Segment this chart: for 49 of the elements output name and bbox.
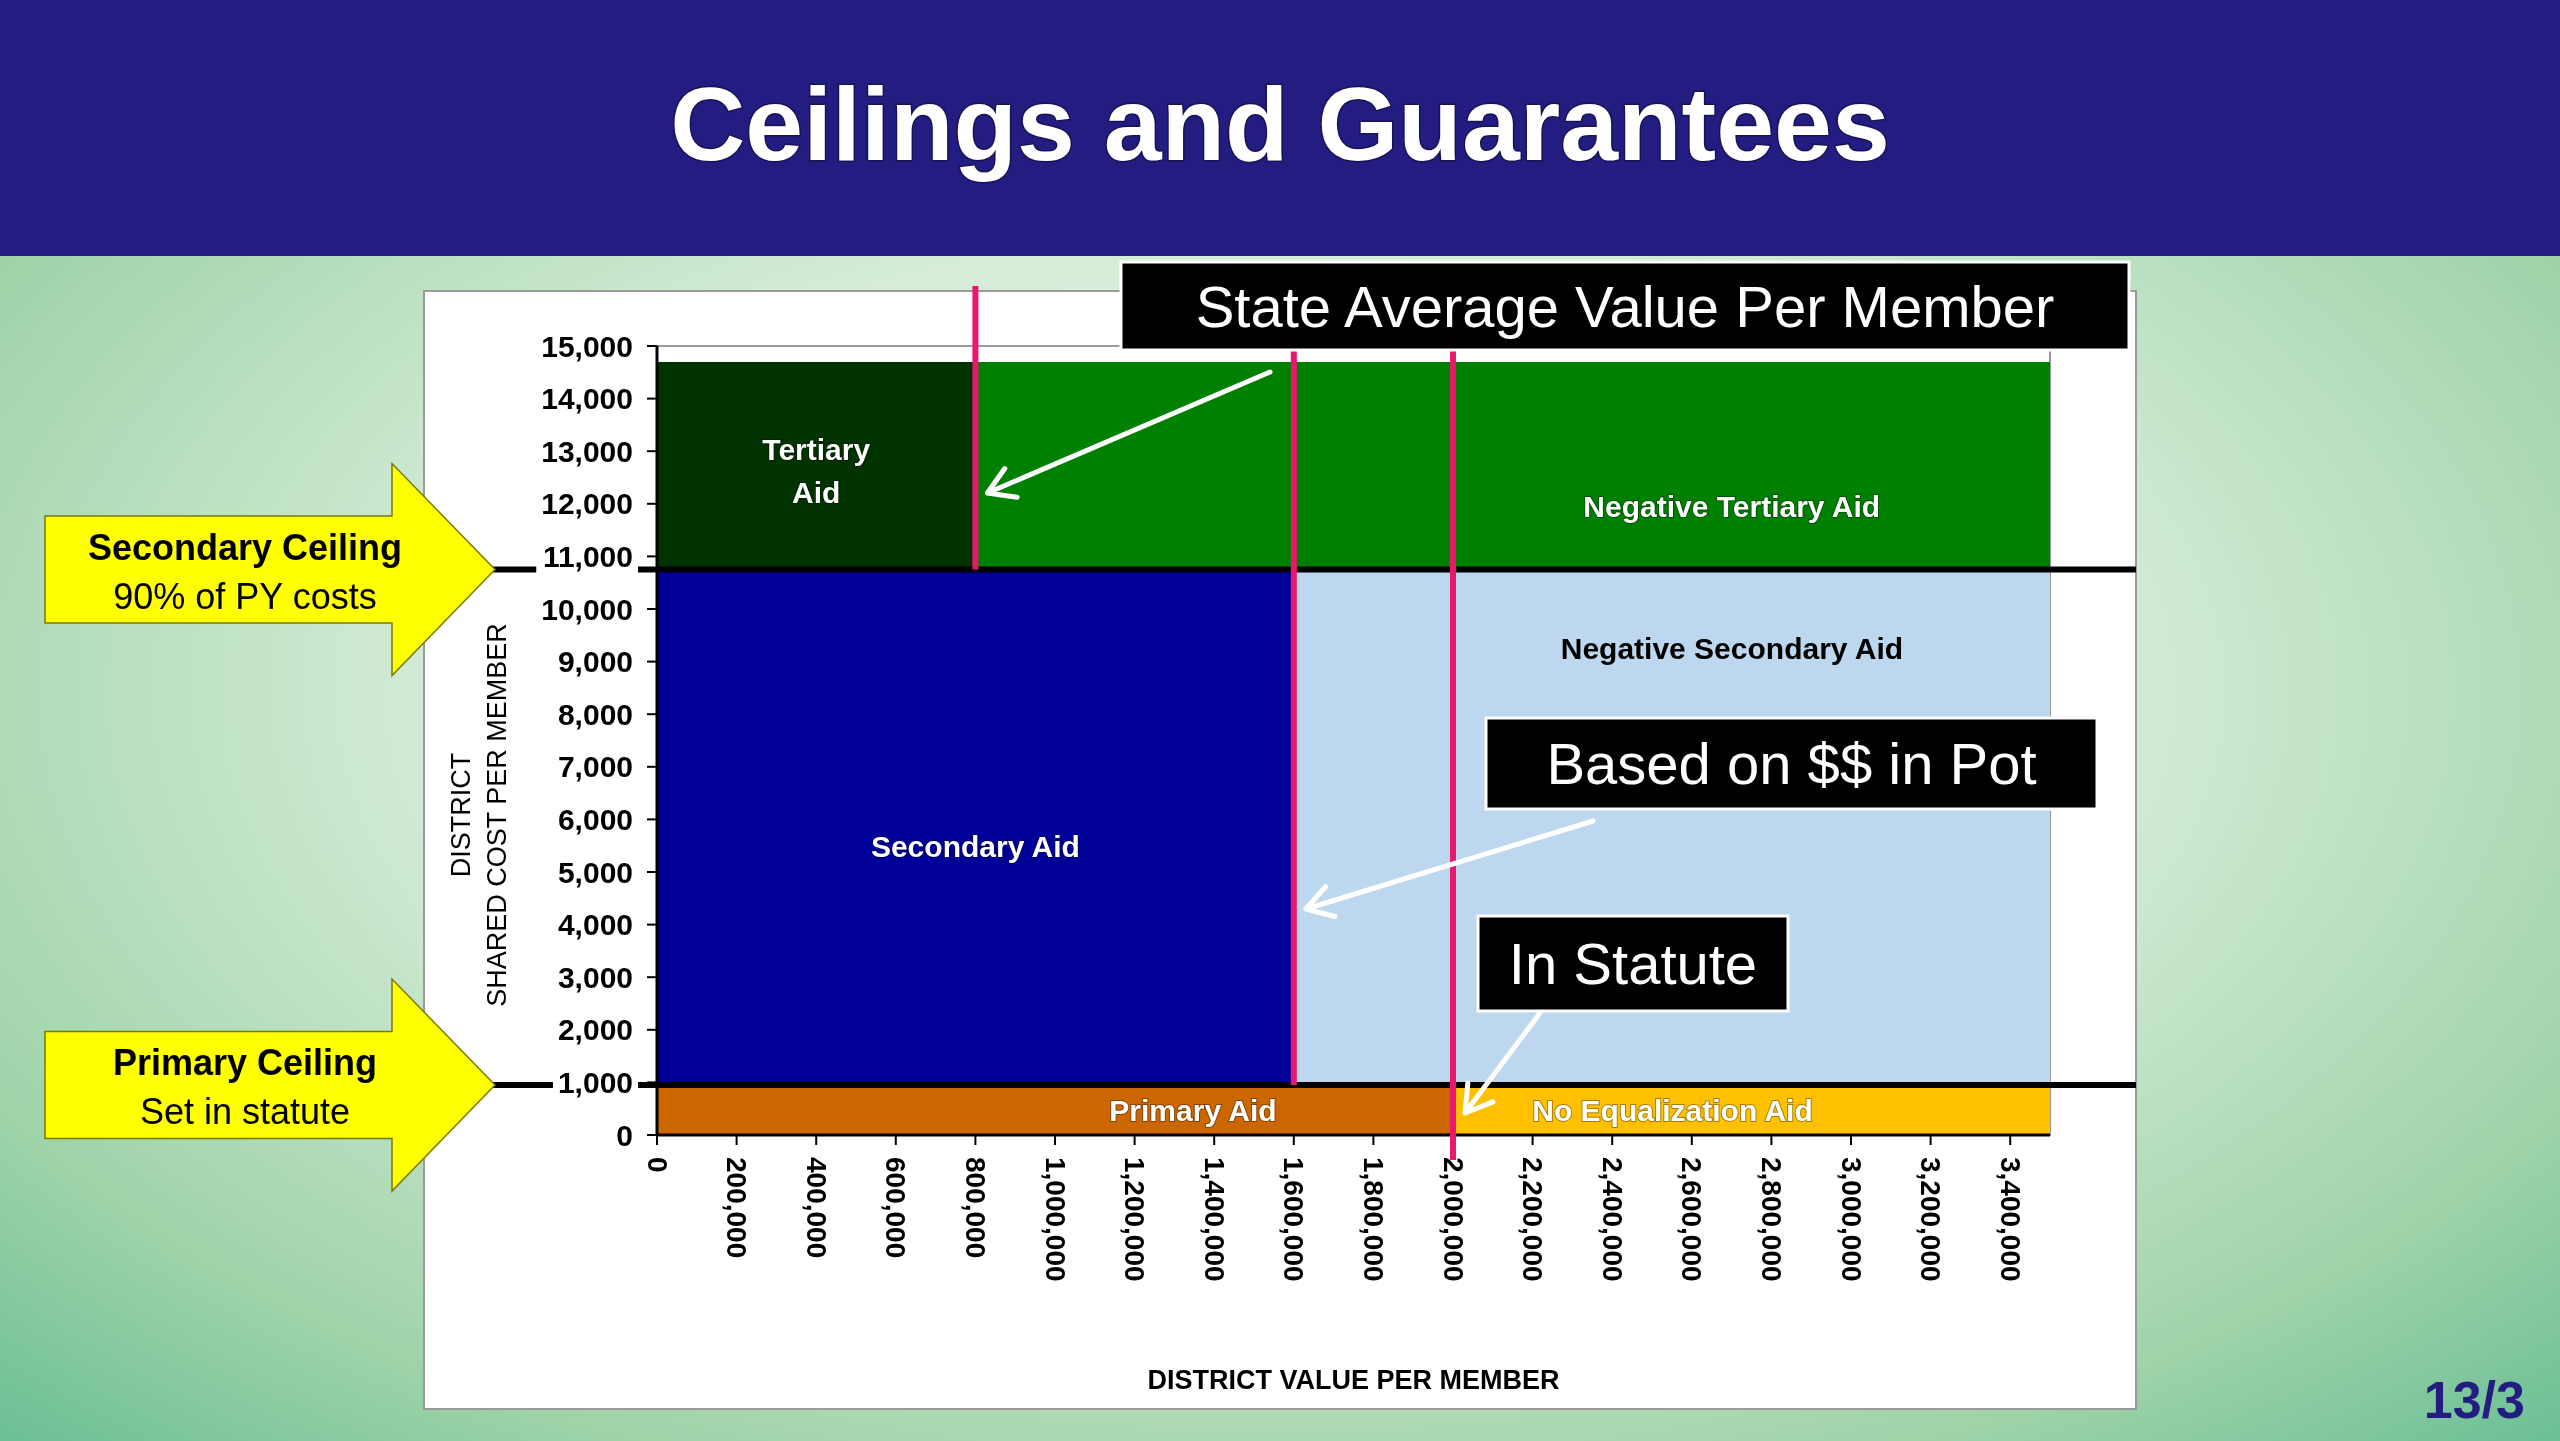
x-tick-label: 800,000 <box>959 1157 991 1259</box>
y-tick-label: 0 <box>616 1118 633 1152</box>
x-tick-label: 3,400,000 <box>1994 1157 2026 1282</box>
y-tick-label: 8,000 <box>557 697 633 731</box>
ref-line-label: Based on $$ in Pot <box>1546 731 2037 796</box>
y-tick-label: 14,000 <box>541 382 633 416</box>
ref-line-label: Secondary Ceiling 90% of PY costs <box>87 526 403 617</box>
x-tick-label: 3,000,000 <box>1835 1157 1867 1282</box>
y-tick-label: 10,000 <box>541 592 633 626</box>
text: 13/3 <box>2423 1371 2525 1429</box>
series-label: Negative Tertiary Aid <box>1583 489 1881 523</box>
ref-line-label: In Statute <box>1508 931 1758 996</box>
chart-title: Ceilings and Guarantees <box>670 66 1890 182</box>
x-tick-label: 1,000,000 <box>1039 1157 1071 1282</box>
y-axis-title: DISTRICT SHARED COST PER MEMBER <box>446 623 512 1007</box>
y-tick-label: 1,000 <box>557 1065 633 1099</box>
y-tick-label: 7,000 <box>557 750 633 784</box>
x-tick-label: 1,600,000 <box>1278 1157 1310 1282</box>
ref-line-label: Primary Ceiling Set in statute <box>112 1041 378 1132</box>
y-tick-label: 11,000 <box>542 539 633 573</box>
x-tick-label: 600,000 <box>880 1157 912 1259</box>
series-label: Secondary Aid <box>870 829 1080 863</box>
series-label: Primary Aid <box>1109 1093 1277 1127</box>
ref-line-label: State Average Value Per Member <box>1195 273 2055 339</box>
series-label: Negative Secondary Aid <box>1560 631 1904 665</box>
y-tick-label: 12,000 <box>541 487 633 521</box>
x-tick-label: 2,600,000 <box>1676 1157 1708 1282</box>
y-tick-label: 2,000 <box>557 1013 633 1047</box>
x-axis-title: DISTRICT VALUE PER MEMBER <box>1147 1365 1560 1395</box>
x-tick-label: 2,800,000 <box>1755 1157 1787 1282</box>
y-tick-label: 4,000 <box>557 908 633 942</box>
x-tick-label: 400,000 <box>800 1157 832 1259</box>
series-label: Tertiary Aid <box>762 432 871 509</box>
x-tick-label: 200,000 <box>721 1157 753 1259</box>
x-tick-label: 2,400,000 <box>1596 1157 1628 1282</box>
y-tick-label: 5,000 <box>557 855 633 889</box>
x-tick-label: 2,000,000 <box>1437 1157 1469 1282</box>
x-tick-label: 1,800,000 <box>1357 1157 1389 1282</box>
y-tick-label: 6,000 <box>557 802 633 836</box>
x-tick-label: 0 <box>641 1157 673 1173</box>
x-tick-label: 1,400,000 <box>1198 1157 1230 1282</box>
x-tick-label: 2,200,000 <box>1517 1157 1549 1282</box>
y-tick-label: 15,000 <box>541 329 633 363</box>
x-tick-label: 1,200,000 <box>1119 1157 1151 1282</box>
y-tick-label: 3,000 <box>557 960 633 994</box>
x-tick-label: 3,200,000 <box>1915 1157 1947 1282</box>
y-tick-label: 9,000 <box>557 645 633 679</box>
series-label: No Equalization Aid <box>1532 1093 1813 1127</box>
y-tick-label: 13,000 <box>541 434 633 468</box>
